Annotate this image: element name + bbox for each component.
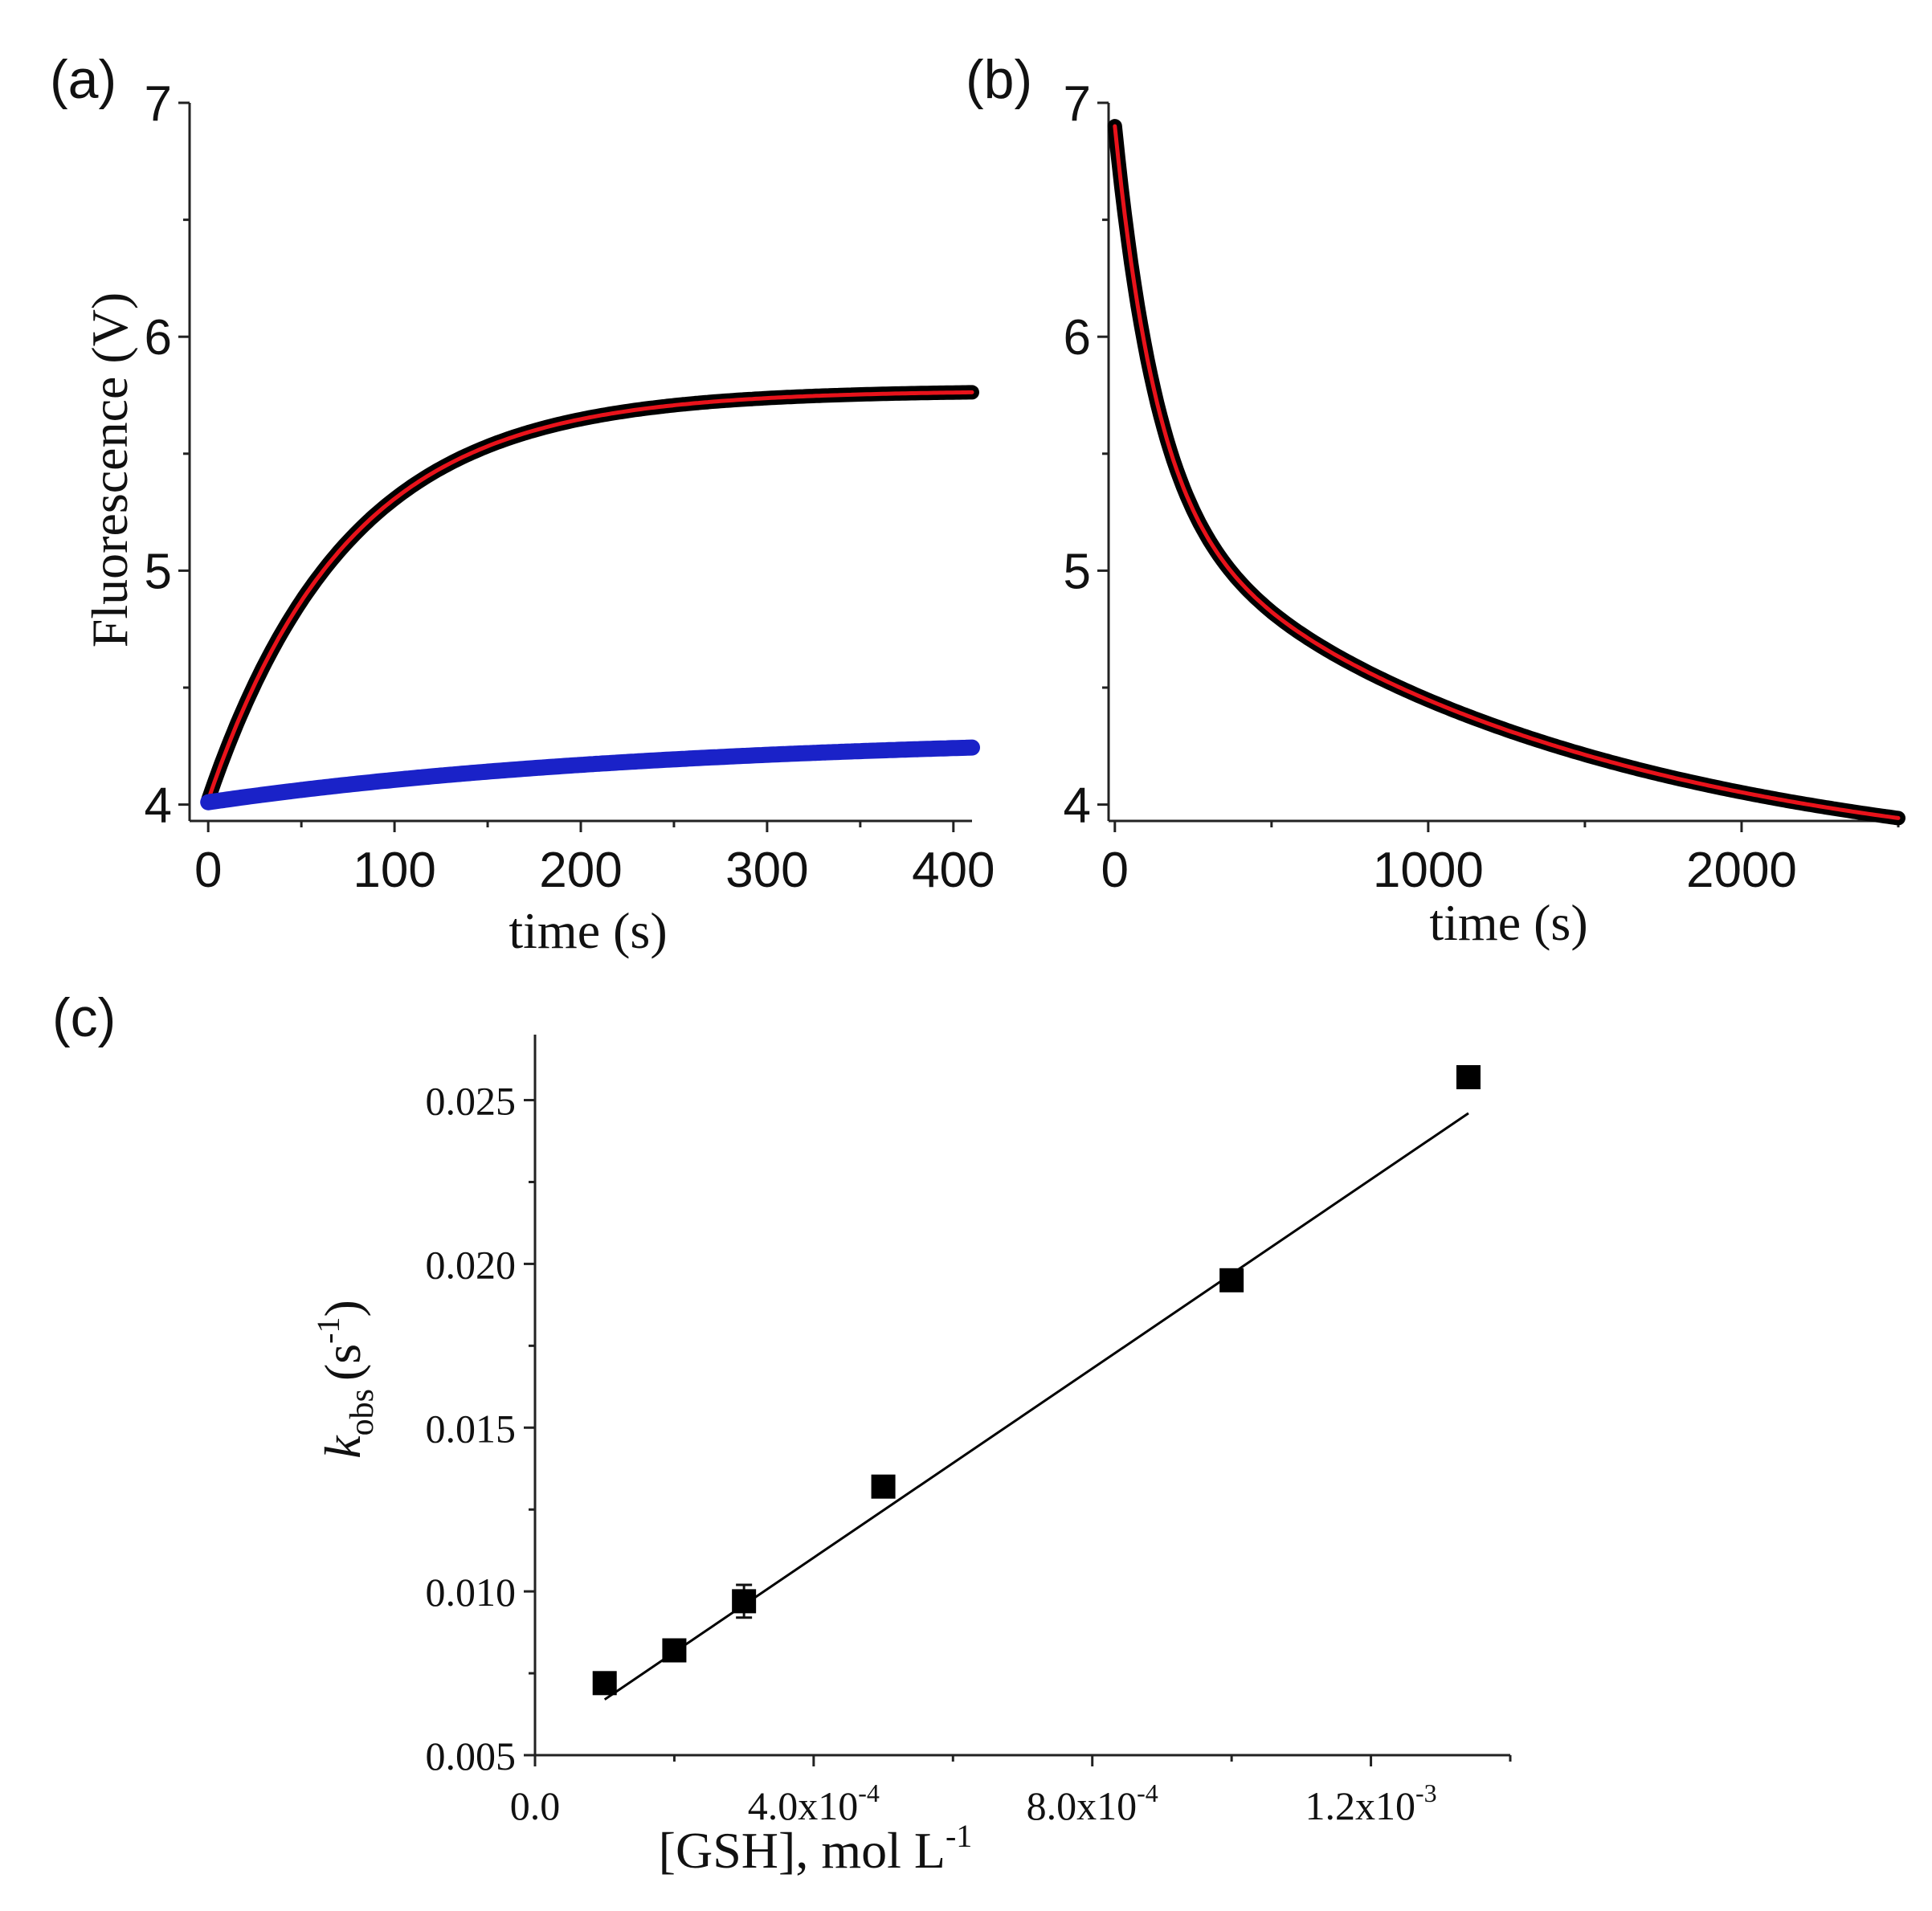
panel-c-x-tick-label: 8.0x10-4 [1027, 1778, 1158, 1828]
panel-c-y-tick-label: 0.020 [426, 1242, 517, 1287]
panel-c-y-label-k: k [314, 1435, 371, 1459]
panel-a-y-tick-label: 6 [145, 310, 172, 365]
panel-a-y-tick-label: 7 [145, 76, 172, 132]
panel-c-y-label-close: ) [314, 1300, 371, 1317]
panel-c-x-tick-exponent: -3 [1415, 1778, 1437, 1807]
panel-c-y-tick-label: 0.025 [426, 1079, 517, 1124]
panel-a-series-fit [206, 390, 974, 802]
panel-c-x-axis-label: [GSH], mol L-1 [659, 1818, 973, 1879]
panel-c-x-label-main: [GSH], mol L [659, 1822, 946, 1879]
panel-a-x-axis-label: time (s) [509, 902, 667, 959]
panel-b-y-tick-label: 4 [1064, 778, 1091, 834]
panel-c-x-tick-label: 4.0x10-4 [748, 1778, 880, 1828]
panel-b-axes: 4 5 6 7 0 1000 2000 [1064, 76, 1900, 898]
panel-a-x-tick-label: 400 [912, 843, 995, 898]
panel-c-x-tick-mantissa: 1.2x10 [1305, 1783, 1415, 1828]
panel-a-series-control [200, 739, 980, 811]
panel-b-x-tick-label: 1000 [1373, 843, 1484, 898]
panel-b-y-tick-label: 6 [1064, 310, 1091, 365]
panel-c-data-point [592, 1671, 617, 1696]
panel-c-data-point [1456, 1065, 1481, 1090]
panel-c-y-label-sup: -1 [310, 1317, 346, 1344]
panel-c-x-tick-exponent: -4 [858, 1778, 880, 1807]
panel-c-data-point [662, 1638, 687, 1663]
panel-label-b: (b) [966, 49, 1032, 110]
panel-c-x-tick-label: 0.0 [510, 1783, 561, 1828]
panel-c-data-point [732, 1589, 757, 1614]
panel-c-points [592, 1065, 1481, 1696]
panel-a-x-tick-label: 0 [194, 843, 222, 898]
panel-c-y-axis-label: kobs (s-1) [310, 1300, 381, 1459]
panel-b-x-tick-label: 0 [1101, 843, 1129, 898]
panel-a-y-tick-label: 5 [145, 544, 172, 599]
panel-c-x-tick-mantissa: 4.0x10 [748, 1783, 859, 1828]
panel-label-c: (c) [52, 987, 116, 1048]
panel-c-data-point [871, 1474, 896, 1499]
panel-c-y-tick-label: 0.005 [426, 1733, 517, 1778]
panel-b-series [1107, 119, 1905, 826]
panel-b-y-tick-label: 5 [1064, 544, 1091, 599]
panel-c-y-label-sub: obs [344, 1389, 381, 1435]
panel-a-y-axis-label: Fluorescence (V) [81, 292, 138, 647]
panel-b-x-tick-label: 2000 [1686, 843, 1797, 898]
panel-label-a: (a) [50, 49, 116, 110]
panel-b-series-fit [1113, 124, 1901, 820]
panel-b-y-tick-label: 7 [1064, 76, 1091, 132]
panel-a-x-tick-label: 200 [539, 843, 622, 898]
panel-b-chart: 4 5 6 7 0 1000 2000 time (s) [1064, 76, 1905, 951]
panel-c-x-tick-exponent: -4 [1137, 1778, 1158, 1807]
panel-c-x-tick-mantissa: 0.0 [510, 1783, 561, 1828]
panel-c-y-tick-label: 0.015 [426, 1406, 517, 1451]
panel-a-x-tick-label: 300 [725, 843, 808, 898]
panel-a-y-tick-label: 4 [145, 778, 172, 834]
panel-a-axes: 4 5 6 7 0 100 200 300 400 [145, 76, 995, 898]
panel-a-series [200, 385, 980, 811]
panel-c-x-tick-mantissa: 8.0x10 [1027, 1783, 1138, 1828]
panel-c-y-label-units: (s [314, 1344, 371, 1381]
panel-a-x-tick-label: 100 [353, 843, 435, 898]
panel-c-data-point [1219, 1268, 1244, 1292]
panel-c-x-tick-label: 1.2x10-3 [1305, 1778, 1436, 1828]
panel-c-x-label-sup: -1 [946, 1818, 972, 1854]
panel-a-chart: 4 5 6 7 0 100 200 300 400 time (s) Fluorescence … [81, 76, 995, 959]
panel-c-y-tick-label: 0.010 [426, 1570, 517, 1615]
panel-b-x-axis-label: time (s) [1429, 894, 1587, 951]
